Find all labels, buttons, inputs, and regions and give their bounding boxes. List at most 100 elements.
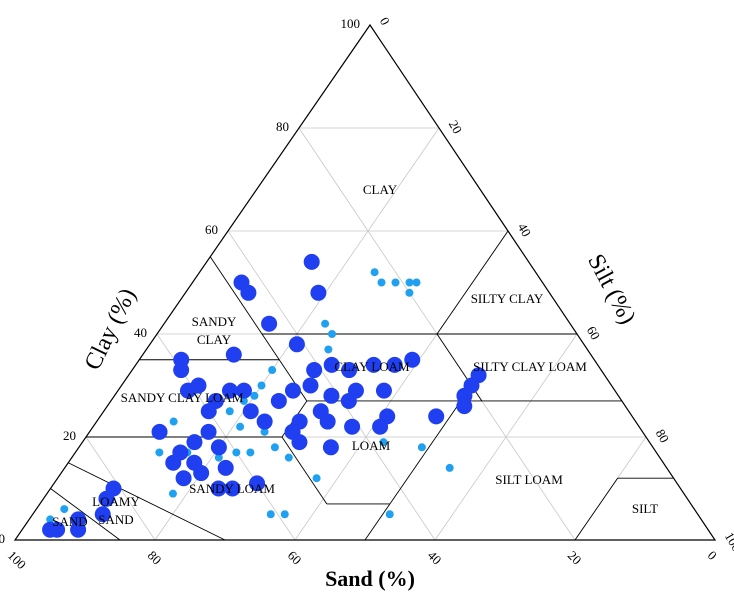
point	[344, 418, 361, 435]
point	[186, 434, 203, 451]
point	[340, 392, 357, 409]
clay-tick-label: 60	[205, 222, 218, 237]
sand-tick-label: 20	[565, 548, 585, 568]
point	[385, 510, 394, 519]
point	[221, 382, 238, 399]
point	[236, 422, 245, 431]
point	[372, 418, 389, 435]
clay-tick-label: 0	[0, 531, 5, 546]
point	[322, 439, 339, 456]
point	[456, 398, 473, 415]
point	[70, 521, 87, 538]
point	[391, 278, 400, 287]
point	[256, 413, 273, 430]
silt-tick-label: 20	[446, 117, 465, 136]
point	[266, 510, 275, 519]
point	[257, 381, 266, 390]
sand-tick-label: 100	[5, 548, 29, 572]
point	[98, 490, 115, 507]
class-label: SILTY CLAY LOAM	[473, 359, 587, 374]
point	[214, 453, 223, 462]
clay-tick-label: 40	[134, 325, 147, 340]
class-boundary	[436, 230, 509, 335]
silt-tick-label: 100	[722, 529, 734, 553]
point	[225, 346, 242, 363]
point	[321, 319, 330, 328]
point	[60, 505, 69, 514]
point	[312, 474, 321, 483]
point	[319, 413, 336, 430]
point	[417, 443, 426, 452]
class-boundary	[68, 462, 226, 541]
point	[412, 278, 421, 287]
class-boundary	[574, 477, 618, 541]
point	[365, 356, 382, 373]
sand-axis-title: Sand (%)	[325, 566, 415, 591]
point	[250, 391, 259, 400]
point	[306, 362, 323, 379]
point	[217, 459, 234, 476]
point	[249, 475, 266, 492]
point	[168, 489, 177, 498]
point	[42, 521, 59, 538]
class-label: LOAM	[351, 438, 391, 453]
point	[303, 253, 320, 270]
point	[260, 427, 269, 436]
point	[240, 284, 257, 301]
point	[200, 403, 217, 420]
point	[323, 387, 340, 404]
class-label: LOAMY SAND	[92, 494, 140, 527]
class-label: SANDY LOAM	[189, 481, 275, 496]
point	[200, 423, 217, 440]
class-label: SILTY CLAY	[470, 291, 544, 306]
class-boundary	[281, 436, 328, 505]
point	[210, 439, 227, 456]
class-label: SILT LOAM	[495, 472, 563, 487]
point	[155, 448, 164, 457]
point	[246, 448, 255, 457]
point	[445, 463, 454, 472]
point	[46, 515, 55, 524]
silt-tick-label: 60	[584, 323, 603, 342]
point	[235, 382, 252, 399]
class-label: SILT	[631, 501, 659, 516]
point	[173, 362, 190, 379]
point	[193, 465, 210, 482]
sand-tick-label: 60	[285, 548, 305, 568]
point	[428, 408, 445, 425]
point	[151, 423, 168, 440]
class-label: SAND	[52, 514, 88, 529]
class-boundaries	[50, 230, 674, 541]
point	[94, 506, 111, 523]
point	[270, 443, 279, 452]
point	[261, 315, 278, 332]
point	[323, 356, 340, 373]
point	[242, 403, 259, 420]
clay-tick-label: 80	[276, 119, 289, 134]
point	[379, 438, 388, 447]
class-boundary	[209, 256, 308, 402]
point	[210, 480, 227, 497]
point	[370, 268, 379, 277]
clay-axis-title: Clay (%)	[80, 284, 142, 374]
point	[341, 362, 358, 379]
point	[375, 382, 392, 399]
point	[224, 480, 241, 497]
point	[405, 278, 414, 287]
sand-tick-label: 80	[145, 548, 165, 568]
point	[291, 434, 308, 451]
triangle	[13, 23, 717, 541]
point	[310, 284, 327, 301]
class-label: CLAY LOAM	[334, 359, 410, 374]
class-label: SANDY CLAY	[191, 314, 237, 347]
sand-tick-label: 0	[705, 548, 720, 563]
point	[239, 396, 248, 405]
points	[42, 253, 487, 538]
point	[175, 470, 192, 487]
point	[404, 351, 421, 368]
class-boundary	[50, 488, 121, 541]
point	[288, 336, 305, 353]
clay-tick-label: 100	[341, 16, 361, 31]
